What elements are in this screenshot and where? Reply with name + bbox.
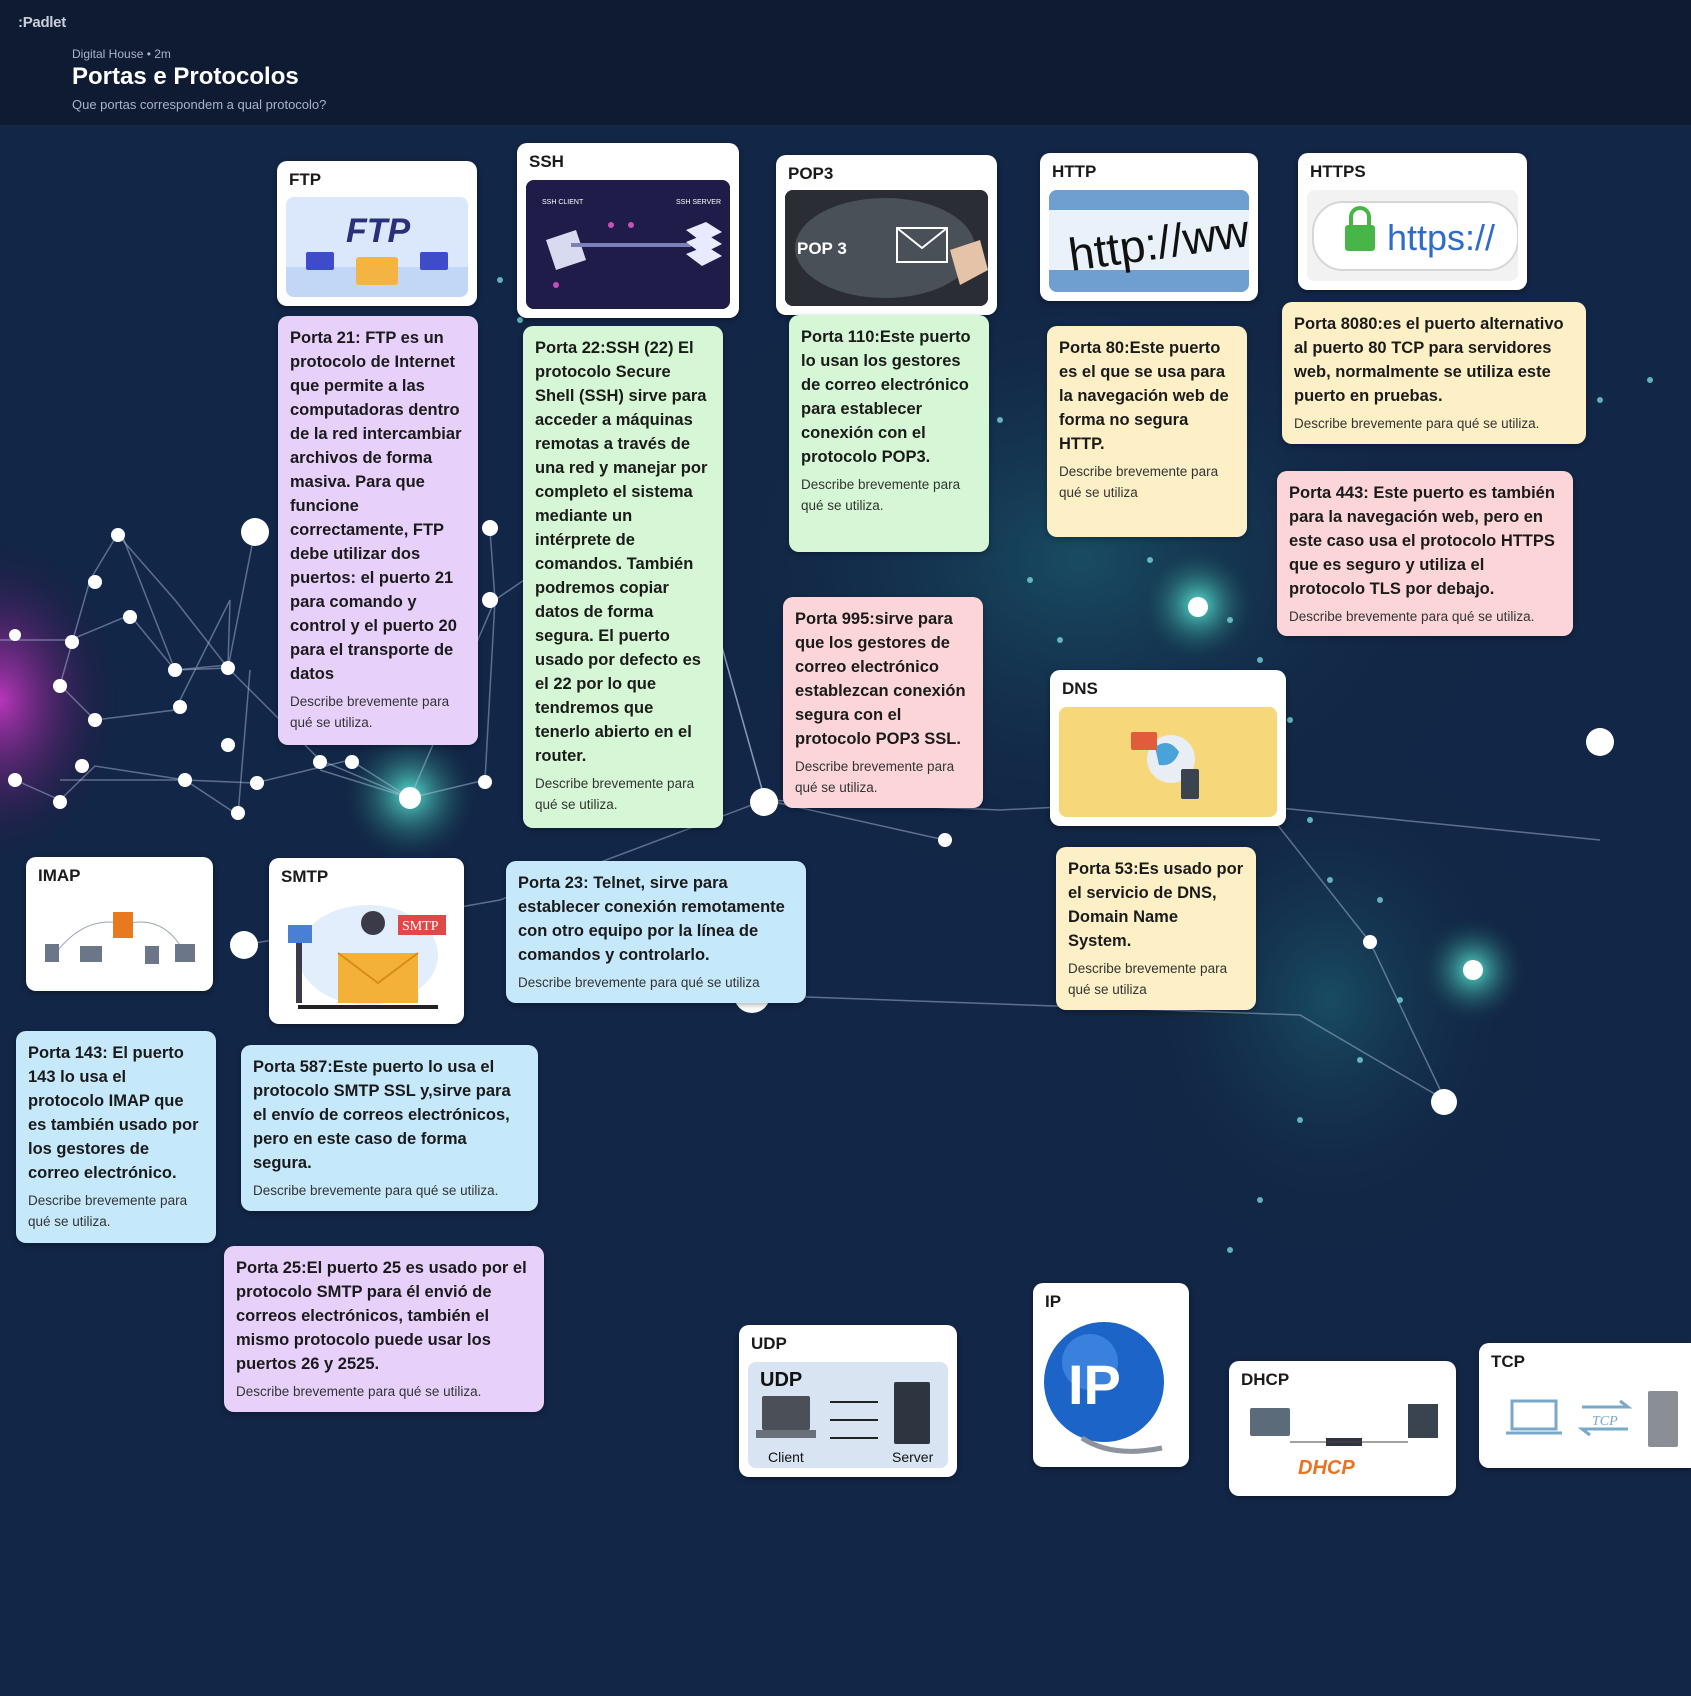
tcp-image: TCP bbox=[1488, 1379, 1691, 1459]
ssh-client-label: SSH CLIENT bbox=[542, 199, 584, 206]
card-title: UDP bbox=[751, 1334, 787, 1353]
card-smtp[interactable]: SMTP SMTP bbox=[269, 858, 464, 1024]
note-ftp-port-21[interactable]: Porta 21: FTP es un protocolo de Interne… bbox=[278, 316, 478, 745]
pop3-thumb-text: POP 3 bbox=[797, 239, 847, 258]
note-http-port-80[interactable]: Porta 80:Este puerto es el que se usa pa… bbox=[1047, 326, 1247, 537]
card-title: IMAP bbox=[38, 866, 81, 885]
ftp-image: FTP bbox=[286, 197, 468, 297]
page-title: Portas e Protocolos bbox=[72, 63, 299, 90]
card-title: SMTP bbox=[281, 867, 329, 886]
ssh-image: SSH CLIENT SSH SERVER bbox=[526, 180, 730, 309]
page-subtitle: Que portas correspondem a qual protocolo… bbox=[72, 97, 327, 112]
udp-client-label: Client bbox=[768, 1449, 804, 1465]
card-title: IP bbox=[1045, 1292, 1062, 1311]
imap-image bbox=[35, 894, 204, 982]
note-imap-port-143[interactable]: Porta 143: El puerto 143 lo usa el proto… bbox=[16, 1031, 216, 1243]
note-pop3-port-995[interactable]: Porta 995:sirve para que los gestores de… bbox=[783, 597, 983, 808]
card-http[interactable]: HTTP http://ww bbox=[1040, 153, 1258, 301]
padlet-logo[interactable]: :Padlet bbox=[18, 14, 66, 31]
ip-image: IP bbox=[1042, 1318, 1180, 1458]
card-title: TCP bbox=[1491, 1352, 1525, 1371]
card-pop3[interactable]: POP3 POP 3 bbox=[776, 155, 997, 315]
note-https-port-8080[interactable]: Porta 8080:es el puerto alternativo al p… bbox=[1282, 302, 1586, 444]
udp-image: UDP Client Server bbox=[748, 1362, 948, 1468]
note-dns-port-53[interactable]: Porta 53:Es usado por el servicio de DNS… bbox=[1056, 847, 1256, 1010]
note-prompt: Describe brevemente para qué se utiliza. bbox=[795, 759, 955, 795]
note-prompt: Describe brevemente para qué se utiliza. bbox=[1294, 416, 1540, 431]
ftp-thumb-text: FTP bbox=[346, 212, 411, 250]
note-prompt: Describe brevemente para qué se utiliza. bbox=[1289, 609, 1535, 624]
note-prompt: Describe brevemente para qué se utiliza. bbox=[28, 1193, 188, 1229]
note-pop3-port-110[interactable]: Porta 110:Este puerto lo usan los gestor… bbox=[789, 315, 989, 552]
note-text: Porta 21: FTP es un protocolo de Interne… bbox=[290, 329, 462, 683]
card-udp[interactable]: UDP UDP Client Server bbox=[739, 1325, 957, 1477]
note-smtp-port-587[interactable]: Porta 587:Este puerto lo usa el protocol… bbox=[241, 1045, 538, 1211]
note-text: Porta 23: Telnet, sirve para establecer … bbox=[518, 874, 785, 964]
note-prompt: Describe brevemente para qué se utiliza. bbox=[290, 694, 450, 730]
note-text: Porta 443: Este puerto es también para l… bbox=[1289, 484, 1555, 598]
note-text: Porta 143: El puerto 143 lo usa el proto… bbox=[28, 1044, 199, 1182]
card-imap[interactable]: IMAP bbox=[26, 857, 213, 991]
board-meta: Digital House • 2m bbox=[72, 47, 171, 61]
note-text: Porta 8080:es el puerto alternativo al p… bbox=[1294, 315, 1564, 405]
http-image: http://ww bbox=[1049, 190, 1249, 292]
udp-server-label: Server bbox=[892, 1449, 934, 1465]
card-ftp[interactable]: FTP FTP bbox=[277, 161, 477, 306]
card-title: DNS bbox=[1062, 679, 1098, 698]
smtp-image: SMTP bbox=[278, 895, 455, 1015]
note-prompt: Describe brevemente para qué se utiliza bbox=[1059, 464, 1219, 500]
note-prompt: Describe brevemente para qué se utiliza. bbox=[253, 1183, 499, 1198]
card-title: DHCP bbox=[1241, 1370, 1290, 1389]
note-text: Porta 80:Este puerto es el que se usa pa… bbox=[1059, 339, 1229, 453]
card-dns[interactable]: DNS bbox=[1050, 670, 1286, 826]
note-prompt: Describe brevemente para qué se utiliza. bbox=[236, 1384, 482, 1399]
https-image: https:// bbox=[1307, 190, 1518, 281]
note-prompt: Describe brevemente para qué se utiliza. bbox=[535, 776, 695, 812]
note-text: Porta 25:El puerto 25 es usado por el pr… bbox=[236, 1259, 527, 1373]
card-title: FTP bbox=[289, 170, 322, 189]
ssh-server-label: SSH SERVER bbox=[676, 199, 721, 206]
smtp-thumb-text: SMTP bbox=[402, 919, 439, 934]
card-title: HTTPS bbox=[1310, 162, 1366, 181]
note-telnet-port-23[interactable]: Porta 23: Telnet, sirve para establecer … bbox=[506, 861, 806, 1003]
note-text: Porta 22:SSH (22) El protocolo Secure Sh… bbox=[535, 339, 708, 765]
dhcp-thumb-text: DHCP bbox=[1298, 1457, 1355, 1479]
card-title: HTTP bbox=[1052, 162, 1097, 181]
card-title: POP3 bbox=[788, 164, 834, 183]
card-tcp[interactable]: TCP TCP bbox=[1479, 1343, 1691, 1468]
ip-thumb-text: IP bbox=[1068, 1353, 1121, 1416]
note-text: Porta 995:sirve para que los gestores de… bbox=[795, 610, 966, 748]
card-https[interactable]: HTTPS https:// bbox=[1298, 153, 1527, 290]
note-text: Porta 110:Este puerto lo usan los gestor… bbox=[801, 328, 971, 466]
card-dhcp[interactable]: DHCP DHCP bbox=[1229, 1361, 1456, 1496]
udp-thumb-title: UDP bbox=[760, 1369, 802, 1391]
note-prompt: Describe brevemente para qué se utiliza bbox=[1068, 961, 1228, 997]
card-ssh[interactable]: SSH SSH CLIENT SSH SERVER bbox=[517, 143, 739, 318]
dns-image bbox=[1059, 707, 1277, 817]
dhcp-image: DHCP bbox=[1238, 1398, 1447, 1487]
tcp-thumb-text: TCP bbox=[1592, 1414, 1618, 1429]
card-ip[interactable]: IP IP bbox=[1033, 1283, 1189, 1467]
note-text: Porta 53:Es usado por el servicio de DNS… bbox=[1068, 860, 1244, 950]
note-smtp-port-25[interactable]: Porta 25:El puerto 25 es usado por el pr… bbox=[224, 1246, 544, 1412]
note-ssh-port-22[interactable]: Porta 22:SSH (22) El protocolo Secure Sh… bbox=[523, 326, 723, 828]
https-thumb-text: https:// bbox=[1387, 217, 1495, 258]
note-https-port-443[interactable]: Porta 443: Este puerto es también para l… bbox=[1277, 471, 1573, 636]
card-title: SSH bbox=[529, 152, 564, 171]
note-text: Porta 587:Este puerto lo usa el protocol… bbox=[253, 1058, 511, 1172]
pop3-image: POP 3 bbox=[785, 190, 988, 306]
note-prompt: Describe brevemente para qué se utiliza bbox=[518, 975, 760, 990]
note-prompt: Describe brevemente para qué se utiliza. bbox=[801, 477, 961, 513]
